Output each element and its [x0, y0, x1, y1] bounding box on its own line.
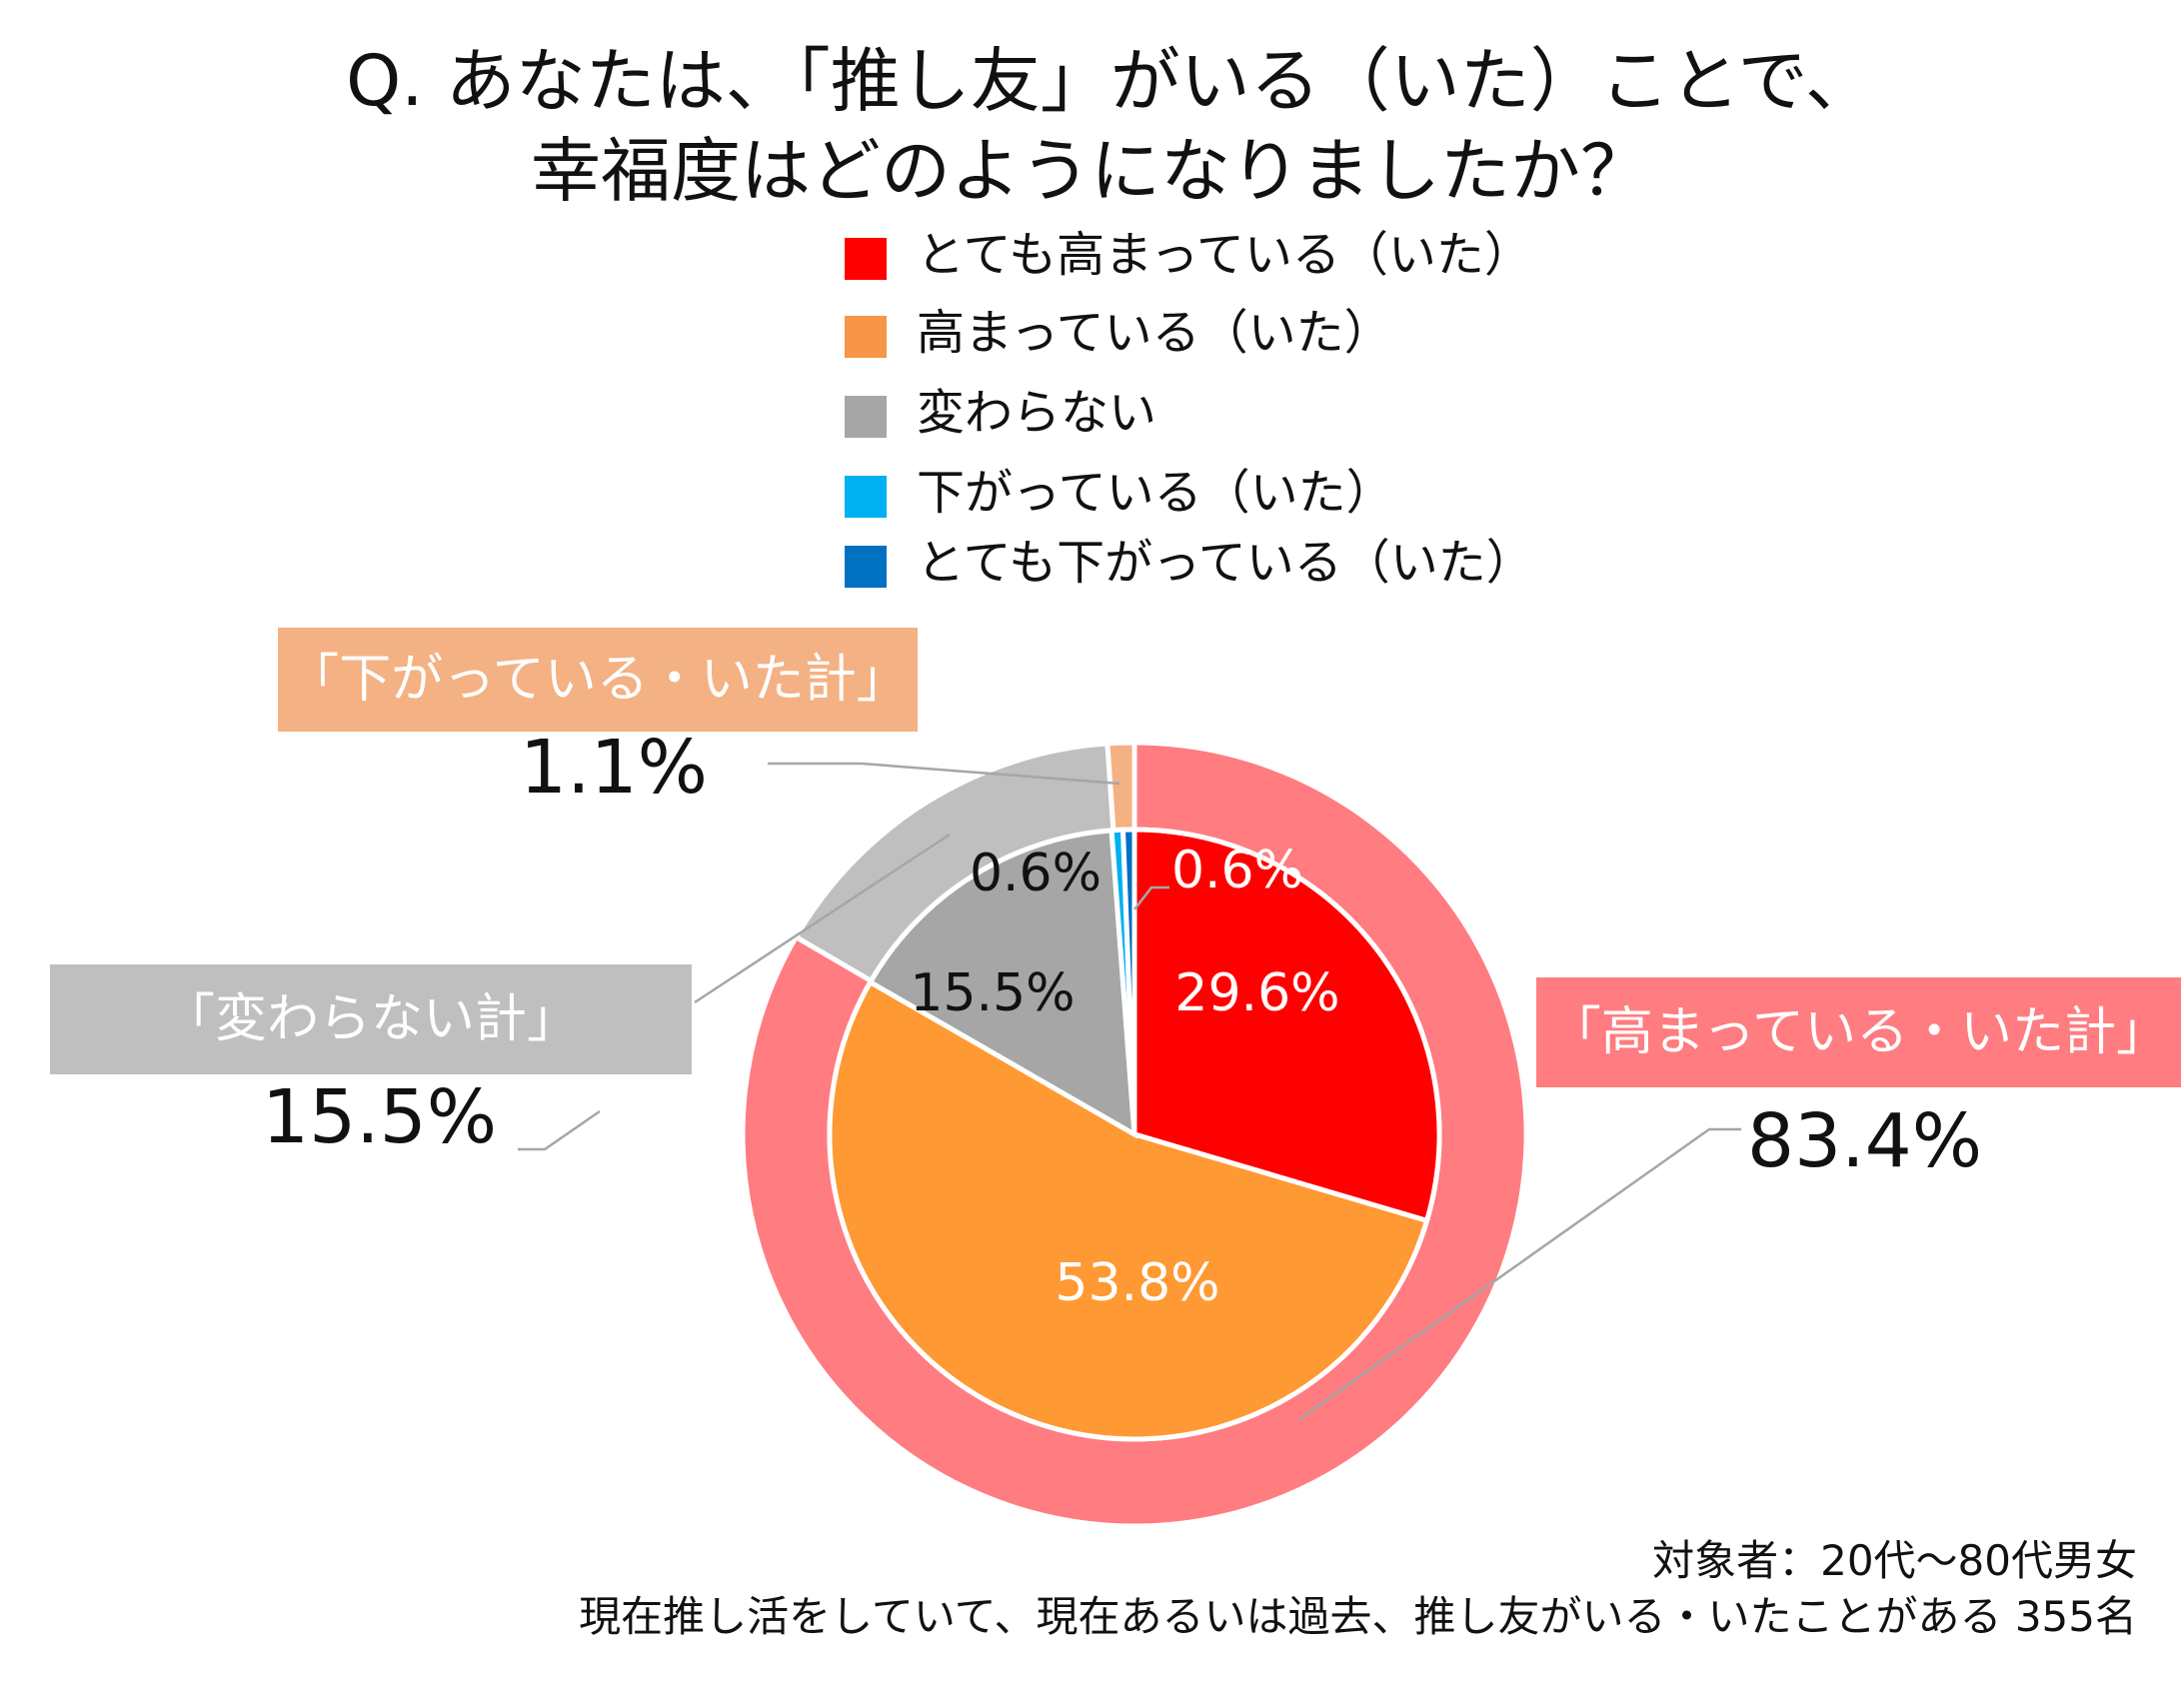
legend-swatch — [845, 476, 887, 518]
legend-label: 下がっている（いた） — [917, 465, 1394, 521]
title-line-2: 幸福度はどのようになりましたか？ — [531, 130, 1650, 212]
outer-ring-slice — [1104, 740, 1137, 834]
legend-swatch — [845, 238, 887, 280]
leader-line — [1298, 1127, 1741, 1421]
legend-swatch — [845, 396, 887, 438]
leader-line — [1133, 885, 1169, 910]
inner-ring-slice — [867, 828, 1137, 1139]
callout-same-box: 「変わらない計」 — [50, 964, 692, 1074]
slice-data-label: 15.5% — [910, 963, 1075, 1023]
legend-label: 変わらない — [917, 385, 1157, 441]
callout-up-label: 「高まっている・いた計」 — [1548, 1002, 2169, 1062]
sample-note-line-1: 対象者：20代～80代男女 — [1652, 1536, 2137, 1585]
slice-data-label: 0.6% — [1171, 841, 1303, 900]
callout-up-box: 「高まっている・いた計」 — [1536, 977, 2181, 1087]
sample-note-line-2: 現在推し活をしていて、現在あるいは過去、推し友がいる・いたことがある 355名 — [579, 1592, 2137, 1641]
inner-ring-slice — [1131, 827, 1442, 1224]
callout-same-label: 「変わらない計」 — [162, 989, 579, 1049]
inner-ring-slice — [827, 978, 1430, 1442]
title-line-1: Q. あなたは、「推し友」がいる（いた）ことで、 — [346, 40, 1875, 122]
legend-label: とても下がっている（いた） — [917, 535, 1534, 591]
callout-same-value: 15.5% — [262, 1074, 498, 1160]
callout-down-value: 1.1% — [520, 725, 708, 811]
leader-line — [694, 833, 951, 1004]
callout-down-label: 「下がっている・いた計」 — [287, 650, 909, 710]
slice-data-label: 0.6% — [970, 844, 1101, 903]
legend-swatch — [845, 546, 887, 588]
legend-label: 高まっている（いた） — [917, 305, 1392, 361]
leader-line — [768, 762, 1120, 786]
callout-down-box: 「下がっている・いた計」 — [278, 628, 918, 732]
inner-ring-slice — [1119, 827, 1137, 1135]
leader-line — [518, 1109, 601, 1151]
legend-swatch — [845, 316, 887, 358]
slice-data-label: 29.6% — [1174, 963, 1339, 1023]
callout-up-value: 83.4% — [1747, 1098, 1983, 1184]
legend-label: とても高まっている（いた） — [917, 227, 1532, 283]
slice-data-label: 53.8% — [1055, 1253, 1219, 1313]
